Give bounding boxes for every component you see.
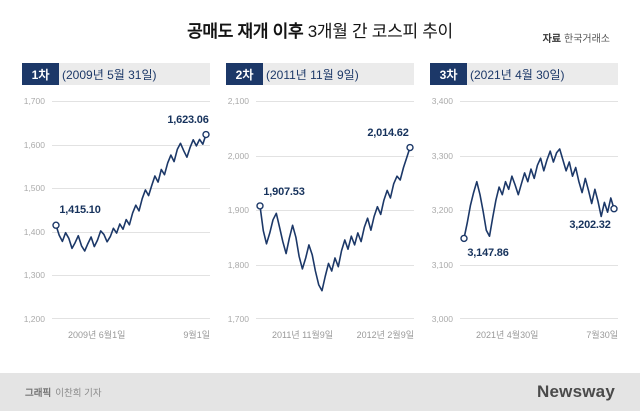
newsway-logo: Newsway: [537, 382, 615, 401]
chart-panel-3: 3차 (2021년 4월 30일) 3,400 3,300 3,200 3,100 3,…: [430, 63, 618, 341]
credit-value: 이찬희 기자: [55, 388, 102, 399]
y-tick-label: 1,500: [23, 183, 45, 194]
line-series: [55, 134, 207, 252]
gridline: [460, 210, 618, 211]
line-chart-plot: 1,415.10 1,623.06: [52, 101, 210, 319]
gridline: [460, 264, 618, 266]
data-point-marker: [202, 130, 210, 139]
line-series-svg: [52, 130, 210, 252]
y-tick-label: 1,200: [23, 314, 45, 324]
panel-header: 3차 (2021년 4월 30일): [430, 63, 618, 85]
data-point-marker: [460, 234, 468, 243]
panel-date-label: (2021년 4월 30일): [470, 67, 565, 82]
value-annotation: 2,014.62: [367, 126, 409, 139]
gridline: [460, 101, 618, 102]
data-point-marker: [256, 202, 264, 210]
gridline: [256, 155, 414, 157]
footer-bar: 그래픽 이찬희 기자 Newsway: [0, 373, 640, 411]
line-chart-plot: 3,147.86 3,202.32: [460, 101, 618, 319]
round-badge: 3차: [430, 63, 467, 85]
data-point-marker: [52, 221, 60, 229]
gridline: [52, 144, 210, 146]
source-value: 한국거래소: [564, 34, 610, 45]
y-tick-label: 2,100: [227, 96, 249, 106]
source-note: 자료 한국거래소: [543, 30, 610, 45]
y-tick-label: 2,000: [227, 150, 249, 161]
y-tick-label: 1,300: [23, 270, 45, 281]
chart-panel-1: 1차 (2009년 5월 31일) 1,700 1,600 1,500 1,400 1,…: [22, 63, 210, 341]
gridline: [52, 231, 210, 233]
gridline: [256, 264, 414, 266]
y-tick-label: 3,200: [431, 205, 453, 215]
y-axis-labels: 2,100 2,000 1,900 1,800 1,700: [226, 96, 256, 324]
chart-area: 3,400 3,300 3,200 3,100 3,000 3,147.86 3,202.…: [430, 96, 618, 324]
gridline: [256, 318, 414, 319]
value-annotation: 1,623.06: [167, 113, 209, 126]
gridline: [460, 155, 618, 157]
y-tick-label: 1,700: [227, 314, 249, 324]
line-chart-plot: 1,907.53 2,014.62: [256, 101, 414, 319]
chart-panel-2: 2차 (2011년 11월 9일) 2,100 2,000 1,900 1,800 1,…: [226, 63, 414, 341]
x-axis-labels: 2011년 11월9일 2012년 2월9일: [256, 328, 414, 341]
value-annotation: 3,202.32: [569, 218, 611, 231]
y-tick-label: 1,400: [23, 226, 45, 237]
header: 공매도 재개 이후 3개월 간 코스피 추이 자료 한국거래소: [0, 0, 640, 45]
x-tick-end: 9월1일: [183, 330, 210, 340]
y-tick-label: 1,800: [227, 259, 249, 270]
x-tick-start: 2011년 11월9일: [272, 330, 334, 340]
y-tick-label: 3,300: [431, 150, 453, 161]
chart-panels: 1차 (2009년 5월 31일) 1,700 1,600 1,500 1,400 1,…: [0, 63, 640, 341]
y-axis-labels: 1,700 1,600 1,500 1,400 1,300 1,200: [22, 96, 52, 324]
y-tick-label: 3,000: [431, 314, 453, 324]
data-point-marker: [406, 143, 414, 152]
value-annotation: 3,147.86: [467, 247, 509, 260]
y-tick-label: 1,700: [23, 96, 45, 106]
gridline: [256, 210, 414, 211]
line-series: [463, 148, 615, 239]
panel-header: 1차 (2009년 5월 31일): [22, 63, 210, 85]
line-series-svg: [256, 143, 414, 292]
line-series-svg: [460, 148, 618, 243]
x-axis-labels: 2009년 6월1일 9월1일: [52, 328, 210, 341]
page-title-strong: 공매도 재개 이후: [187, 22, 304, 41]
gridline: [52, 318, 210, 319]
x-tick-end: 7월30일: [586, 330, 618, 340]
round-badge: 1차: [22, 63, 59, 85]
page-title-normal: 3개월 간 코스피 추이: [303, 22, 453, 41]
panel-date-label: (2011년 11월 9일): [266, 67, 359, 82]
x-axis-labels: 2021년 4월30일 7월30일: [460, 328, 618, 341]
x-tick-start: 2021년 4월30일: [476, 330, 539, 340]
round-badge: 2차: [226, 63, 263, 85]
panel-date-label: (2009년 5월 31일): [62, 67, 157, 82]
page-title: 공매도 재개 이후 3개월 간 코스피 추이: [0, 17, 640, 42]
chart-area: 2,100 2,000 1,900 1,800 1,700 1,907.53 2,014.…: [226, 96, 414, 324]
credit-label: 그래픽: [25, 388, 52, 399]
y-tick-label: 3,100: [431, 259, 453, 270]
value-annotation: 1,907.53: [263, 185, 305, 198]
chart-area: 1,700 1,600 1,500 1,400 1,300 1,200 1,415.10 1…: [22, 96, 210, 324]
y-tick-label: 1,900: [227, 205, 249, 215]
gridline: [52, 188, 210, 190]
gridline: [256, 101, 414, 102]
line-series: [259, 147, 411, 292]
x-tick-end: 2012년 2월9일: [356, 330, 414, 340]
x-tick-start: 2009년 6월1일: [68, 330, 126, 340]
y-tick-label: 1,600: [23, 139, 45, 150]
panel-header: 2차 (2011년 11월 9일): [226, 63, 414, 85]
graphic-credit: 그래픽 이찬희 기자: [25, 385, 102, 399]
value-annotation: 1,415.10: [59, 204, 101, 217]
data-point-marker: [610, 205, 618, 213]
y-axis-labels: 3,400 3,300 3,200 3,100 3,000: [430, 96, 460, 324]
gridline: [52, 101, 210, 102]
gridline: [52, 275, 210, 277]
gridline: [460, 318, 618, 319]
y-tick-label: 3,400: [431, 96, 453, 106]
source-label: 자료: [542, 34, 561, 45]
